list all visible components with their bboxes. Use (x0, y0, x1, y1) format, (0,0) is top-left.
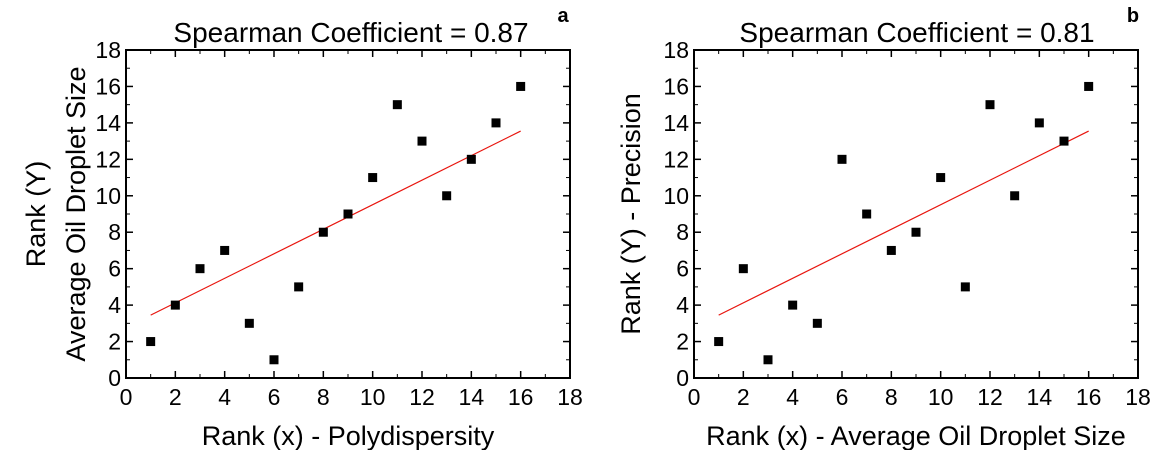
data-point (491, 118, 501, 128)
y-axis-label: Rank (Y) - Precision (616, 93, 646, 335)
data-point (417, 136, 427, 146)
chart-title: Spearman Coefficient = 0.81 (739, 17, 1094, 48)
data-point (392, 100, 402, 110)
x-tick-label: 18 (557, 384, 583, 410)
x-tick-label: 2 (169, 384, 182, 410)
x-tick-label: 2 (737, 384, 750, 410)
x-tick-label: 4 (786, 384, 799, 410)
x-tick-label: 8 (885, 384, 898, 410)
data-point (936, 173, 946, 183)
data-point (368, 173, 378, 183)
x-tick-label: 12 (977, 384, 1003, 410)
plot-frame (693, 49, 1139, 379)
data-point (862, 209, 872, 219)
y-tick-label: 16 (663, 73, 689, 99)
x-tick-label: 4 (218, 384, 231, 410)
y-tick-label: 0 (676, 365, 689, 391)
data-point (195, 264, 205, 274)
y-tick-label: 8 (676, 219, 689, 245)
y-tick-label: 6 (676, 256, 689, 282)
y-tick-label: 12 (663, 146, 689, 172)
data-point (886, 245, 896, 255)
panel-label: b (1127, 5, 1139, 27)
y-tick-label: 8 (108, 219, 121, 245)
y-tick-label: 6 (108, 256, 121, 282)
chart-title: Spearman Coefficient = 0.87 (173, 17, 528, 48)
y-axis-label: Average Oil Droplet Size (61, 66, 91, 361)
y-tick-label: 14 (663, 110, 689, 136)
x-tick-label: 10 (928, 384, 954, 410)
data-point (466, 154, 476, 164)
x-tick-label: 6 (268, 384, 281, 410)
fit-line (150, 130, 521, 316)
chart-panel-b: Spearman Coefficient = 0.81 b 0 2 4 6 8 10 12 14 1… (616, 5, 1151, 451)
y-tick-label: 18 (663, 37, 689, 63)
x-axis-label: Rank (x) - Average Oil Droplet Size (706, 421, 1126, 450)
data-point (1010, 191, 1020, 201)
y-tick-label: 18 (95, 37, 121, 63)
x-axis-label: Rank (x) - Polydispersity (202, 421, 495, 450)
y-tick-label: 2 (676, 329, 689, 355)
data-point (1059, 136, 1069, 146)
data-point (294, 282, 304, 292)
x-tick-label: 18 (1125, 384, 1151, 410)
data-point (763, 355, 773, 365)
data-point (714, 337, 724, 347)
y-tick-label: 0 (108, 365, 121, 391)
data-point (442, 191, 452, 201)
data-point (1034, 118, 1044, 128)
data-point (146, 337, 156, 347)
data-point (812, 318, 822, 328)
y-tick-label: 2 (108, 329, 121, 355)
data-point (837, 154, 847, 164)
y-tick-label: 12 (95, 146, 121, 172)
x-tick-label: 14 (1027, 384, 1053, 410)
data-point (788, 300, 798, 310)
y-tick-label: 16 (95, 73, 121, 99)
data-point (244, 318, 254, 328)
data-point (516, 81, 526, 91)
data-point (343, 209, 353, 219)
x-tick-label: 12 (409, 384, 435, 410)
chart-panel-a: Spearman Coefficient = 0.87 a 0 2 4 6 8 10 12 14 1… (21, 5, 583, 451)
y-tick-label: 4 (676, 292, 689, 318)
data-point (911, 227, 921, 237)
x-tick-label: 16 (508, 384, 534, 410)
data-point (1084, 81, 1094, 91)
x-tick-label: 6 (836, 384, 849, 410)
x-tick-label: 10 (360, 384, 386, 410)
x-tick-label: 14 (459, 384, 485, 410)
x-tick-label: 0 (688, 384, 701, 410)
x-tick-label: 16 (1076, 384, 1102, 410)
x-tick-label: 0 (120, 384, 133, 410)
y-tick-label: 10 (95, 183, 121, 209)
y-axis-label: Rank (Y) (21, 161, 51, 268)
data-point (738, 264, 748, 274)
data-point (170, 300, 180, 310)
data-point (960, 282, 970, 292)
y-tick-label: 14 (95, 110, 121, 136)
panel-label: a (557, 5, 569, 27)
data-point (985, 100, 995, 110)
x-tick-label: 8 (317, 384, 330, 410)
data-point (318, 227, 328, 237)
data-point (269, 355, 279, 365)
data-point (220, 245, 230, 255)
fit-line (718, 130, 1089, 316)
y-tick-label: 10 (663, 183, 689, 209)
y-tick-label: 4 (108, 292, 121, 318)
